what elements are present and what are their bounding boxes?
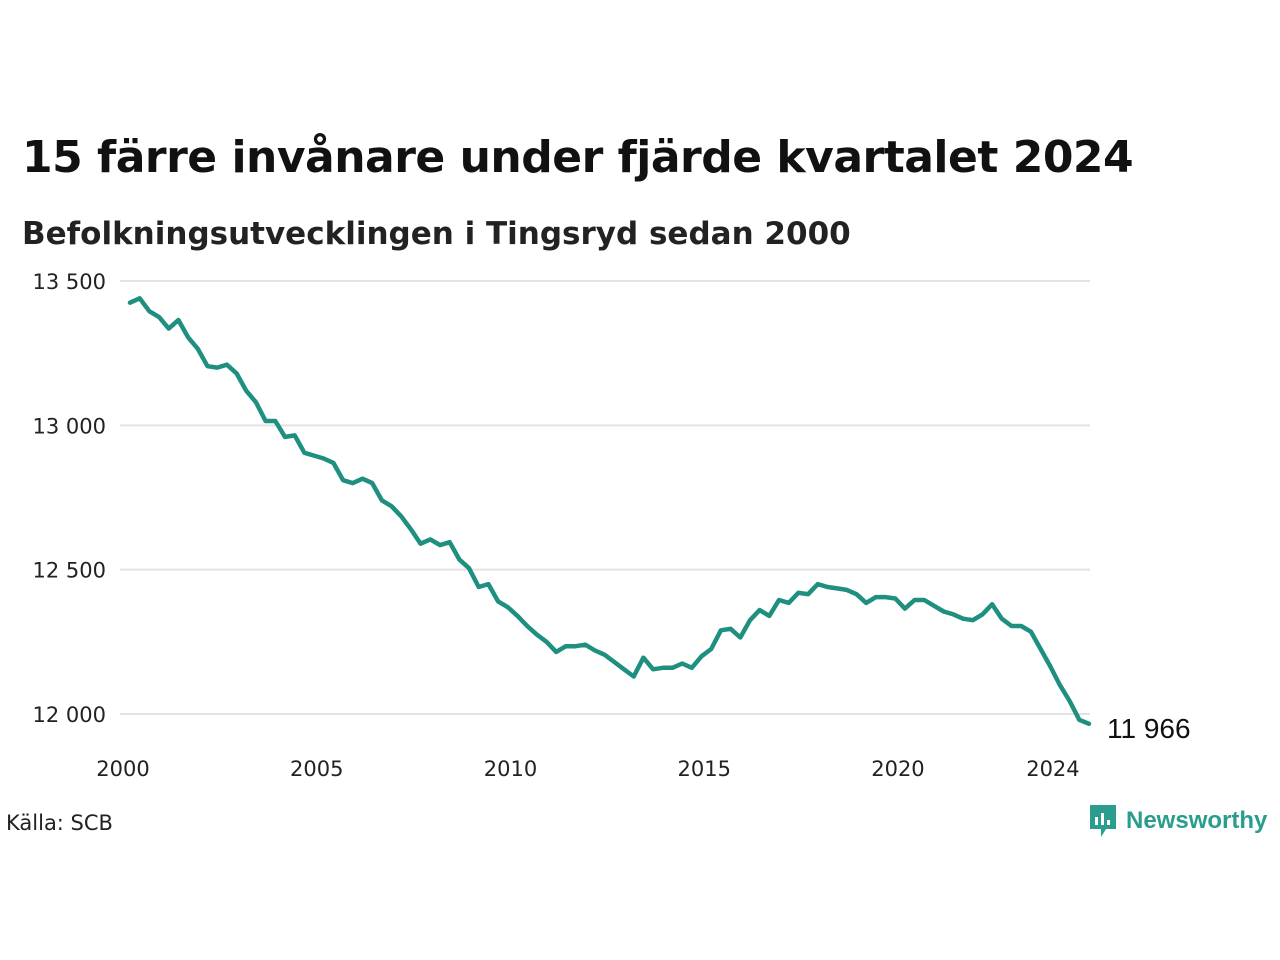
chart-subtitle: Befolkningsutvecklingen i Tingsryd sedan…: [22, 216, 851, 252]
y-tick-label: 12 000: [33, 703, 106, 727]
x-tick-label: 2024: [1026, 757, 1079, 781]
brand: Newsworthy: [1088, 803, 1267, 839]
source-note: Källa: SCB: [6, 811, 113, 835]
y-tick-label: 13 500: [33, 270, 106, 294]
series-lines: [127, 296, 1092, 727]
data-labels: 11 966: [1107, 713, 1191, 744]
end-value-label: 11 966: [1107, 713, 1191, 744]
newsworthy-logo-icon: [1090, 805, 1116, 837]
gridlines: [120, 280, 1090, 715]
x-tick-label: 2015: [677, 757, 730, 781]
x-tick-label: 2010: [484, 757, 537, 781]
brand-name: Newsworthy: [1126, 807, 1268, 834]
x-tick-label: 2000: [96, 757, 149, 781]
y-tick-label: 12 500: [33, 559, 106, 583]
y-tick-label: 13 000: [33, 414, 106, 438]
x-tick-label: 2020: [871, 757, 924, 781]
x-axis: 2000 2005 2010 2015 2020 2024: [96, 757, 1079, 781]
series-line: [127, 296, 1092, 727]
chart-title: 15 färre invånare under fjärde kvartalet…: [22, 132, 1134, 183]
x-tick-label: 2005: [290, 757, 343, 781]
y-axis: 12 000 12 500 13 000 13 500: [33, 270, 106, 727]
